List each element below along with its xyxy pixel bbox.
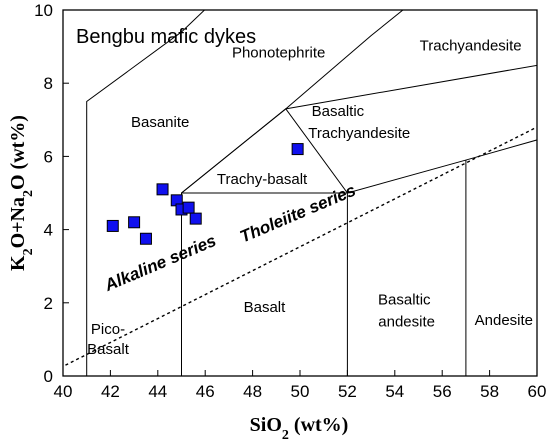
sample-point (189, 212, 202, 225)
y-tick-label: 10 (34, 1, 53, 20)
field-label: Phonotephrite (232, 45, 325, 62)
y-tick-label: 4 (44, 221, 53, 240)
field-boundary-line (181, 10, 404, 376)
sample-point (291, 143, 304, 156)
x-tick-label: 42 (101, 382, 120, 401)
x-tick-label: 60 (528, 382, 547, 401)
y-axis-label: K2O+Na2O (wt%) (7, 115, 36, 271)
x-tick-label: 56 (433, 382, 452, 401)
field-label: Trachyandesite (308, 125, 410, 142)
y-tick-label: 6 (44, 147, 53, 166)
sample-point (182, 201, 195, 214)
field-label: Andesite (475, 312, 533, 329)
x-tick-label: 44 (148, 382, 167, 401)
sample-points (106, 143, 304, 245)
x-tick-label: 58 (480, 382, 499, 401)
x-tick-label: 50 (291, 382, 310, 401)
field-labels: Phonotephrite Trachyandesite Basanite Basal… (87, 37, 533, 358)
x-axis-label: SiO2 (wt%) (250, 414, 349, 440)
y-tick-label: 0 (44, 367, 53, 386)
field-label: Basaltic (378, 292, 431, 309)
field-label: Basalt (244, 299, 287, 316)
field-label: Trachy-basalt (217, 171, 308, 188)
field-label: Basaltic (312, 103, 365, 120)
field-label: Basanite (131, 114, 189, 131)
field-label: Trachyandesite (420, 37, 522, 54)
chart-title: Bengbu mafic dykes (76, 26, 256, 48)
y-axis-ticks: 0 2 4 6 8 10 (34, 1, 69, 386)
x-tick-label: 52 (338, 382, 357, 401)
series-labels: Alkaline series Tholeiite series (101, 181, 359, 296)
x-tick-label: 54 (385, 382, 404, 401)
series-label: Alkaline series (101, 231, 219, 295)
field-boundary-line (86, 10, 206, 376)
y-tick-label: 2 (44, 294, 53, 313)
y-tick-label: 8 (44, 74, 53, 93)
field-label: Basalt (87, 341, 130, 358)
field-label: Pico- (91, 321, 125, 338)
x-tick-label: 40 (54, 382, 73, 401)
sample-point (106, 219, 119, 232)
sample-point (139, 232, 152, 245)
series-label: Tholeiite series (237, 181, 358, 247)
sample-point (156, 183, 169, 196)
x-tick-label: 46 (196, 382, 215, 401)
x-axis-ticks: 40 42 44 46 48 50 52 54 56 58 60 (54, 370, 547, 401)
alkaline-tholeiite-divider (63, 126, 537, 368)
field-boundary-line (346, 139, 537, 376)
field-label: andesite (378, 314, 435, 331)
field-boundary-line (181, 108, 349, 194)
x-tick-label: 48 (243, 382, 262, 401)
sample-point (128, 216, 141, 229)
field-boundary-line (285, 64, 537, 110)
